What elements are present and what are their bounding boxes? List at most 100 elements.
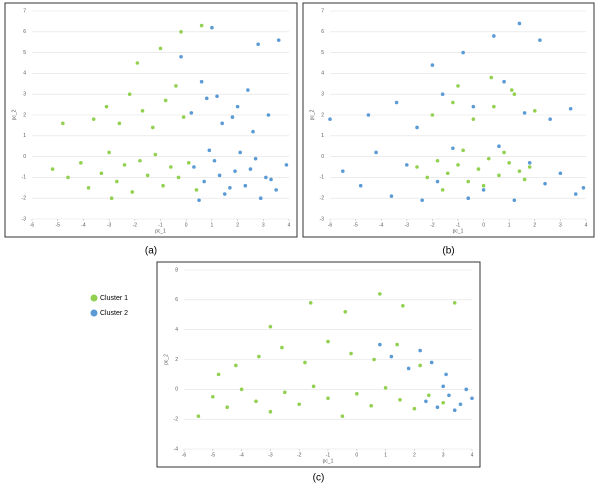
point <box>389 354 394 359</box>
point <box>225 405 229 410</box>
point <box>430 113 435 117</box>
point <box>234 363 238 368</box>
point <box>150 125 155 130</box>
y-tick-label: 6 <box>23 29 26 35</box>
x-tick-label: 4 <box>288 222 291 228</box>
point <box>466 196 471 200</box>
y-tick-label: 1 <box>23 133 26 139</box>
y-tick-label: -3 <box>320 216 325 222</box>
point <box>471 104 476 109</box>
point <box>238 150 242 155</box>
x-tick-label: -6 <box>328 222 333 228</box>
point <box>355 392 359 396</box>
x-axis-title: pc_1 <box>155 228 166 234</box>
point <box>326 396 330 401</box>
y-tick-label: -2 <box>174 416 179 422</box>
point <box>168 165 173 169</box>
point <box>389 194 394 198</box>
y-tick-label: -2 <box>22 196 27 202</box>
point <box>181 115 186 119</box>
point <box>512 198 517 203</box>
y-tick-label: 2 <box>321 112 324 118</box>
point <box>179 54 183 59</box>
x-tick-label: -3 <box>405 222 410 228</box>
point <box>276 38 281 42</box>
point <box>179 30 183 34</box>
point <box>435 179 440 184</box>
x-tick-label: -4 <box>379 222 384 228</box>
x-tick-label: -1 <box>456 222 461 228</box>
point <box>522 177 527 182</box>
point <box>415 165 419 169</box>
point <box>581 186 586 190</box>
x-tick-label: -1 <box>326 452 331 458</box>
point <box>50 167 55 171</box>
point <box>573 192 578 196</box>
point <box>204 96 209 101</box>
point <box>61 121 65 126</box>
point <box>99 171 104 176</box>
point <box>254 399 258 404</box>
point <box>401 304 405 308</box>
point <box>461 148 465 153</box>
caption: (b) <box>442 246 454 257</box>
point <box>217 173 222 178</box>
point <box>158 46 163 51</box>
point <box>527 165 532 169</box>
point <box>429 360 434 365</box>
legend-label: Cluster 1 <box>100 295 128 302</box>
x-tick-label: -2 <box>430 222 435 228</box>
y-tick-label: 5 <box>321 50 324 56</box>
point <box>427 393 431 398</box>
point <box>257 354 261 359</box>
x-tick-label: -2 <box>297 452 302 458</box>
x-tick-label: 1 <box>384 452 387 458</box>
point <box>189 111 194 115</box>
x-tick-label: -2 <box>133 222 138 228</box>
point <box>196 414 201 418</box>
x-axis-title: pc_1 <box>453 228 464 234</box>
y-tick-label: 6 <box>321 29 324 35</box>
point <box>239 387 244 392</box>
point <box>502 150 506 155</box>
x-tick-label: -5 <box>55 222 60 228</box>
point <box>369 403 374 408</box>
point <box>424 399 428 404</box>
point <box>533 109 537 113</box>
chart: -3 -2 -1 0 1 2 3 4 5 6 7 -6 -5 -4 -3 -2 -1 0 1 2 3 4 pc_1 pc_2 <box>4 2 298 238</box>
y-tick-label: 7 <box>23 8 26 14</box>
point <box>415 125 419 130</box>
point <box>497 173 501 178</box>
point <box>440 188 445 192</box>
y-tick-label: 5 <box>23 50 26 56</box>
point <box>395 342 399 347</box>
point <box>115 179 119 184</box>
point <box>202 179 206 184</box>
point <box>476 167 481 171</box>
y-tick-label: 7 <box>321 8 324 14</box>
point <box>251 129 255 134</box>
point <box>253 156 258 161</box>
y-tick-label: -1 <box>22 175 27 181</box>
point <box>268 324 273 329</box>
x-tick-label: 0 <box>482 222 485 228</box>
y-tick-label: -4 <box>174 446 179 452</box>
point <box>194 188 199 192</box>
point <box>430 63 435 67</box>
point <box>507 161 512 165</box>
point <box>66 175 70 180</box>
x-tick-label: 3 <box>442 452 445 458</box>
point <box>509 88 514 92</box>
point <box>374 150 378 155</box>
x-tick-label: 3 <box>262 222 265 228</box>
y-tick-label: 2 <box>175 357 178 363</box>
x-tick-label: 2 <box>236 222 239 228</box>
point <box>117 121 122 126</box>
x-tick-label: -6 <box>30 222 35 228</box>
point <box>284 163 289 167</box>
point <box>444 372 448 377</box>
legend-marker <box>90 309 98 317</box>
point <box>366 113 371 117</box>
point <box>308 301 313 305</box>
